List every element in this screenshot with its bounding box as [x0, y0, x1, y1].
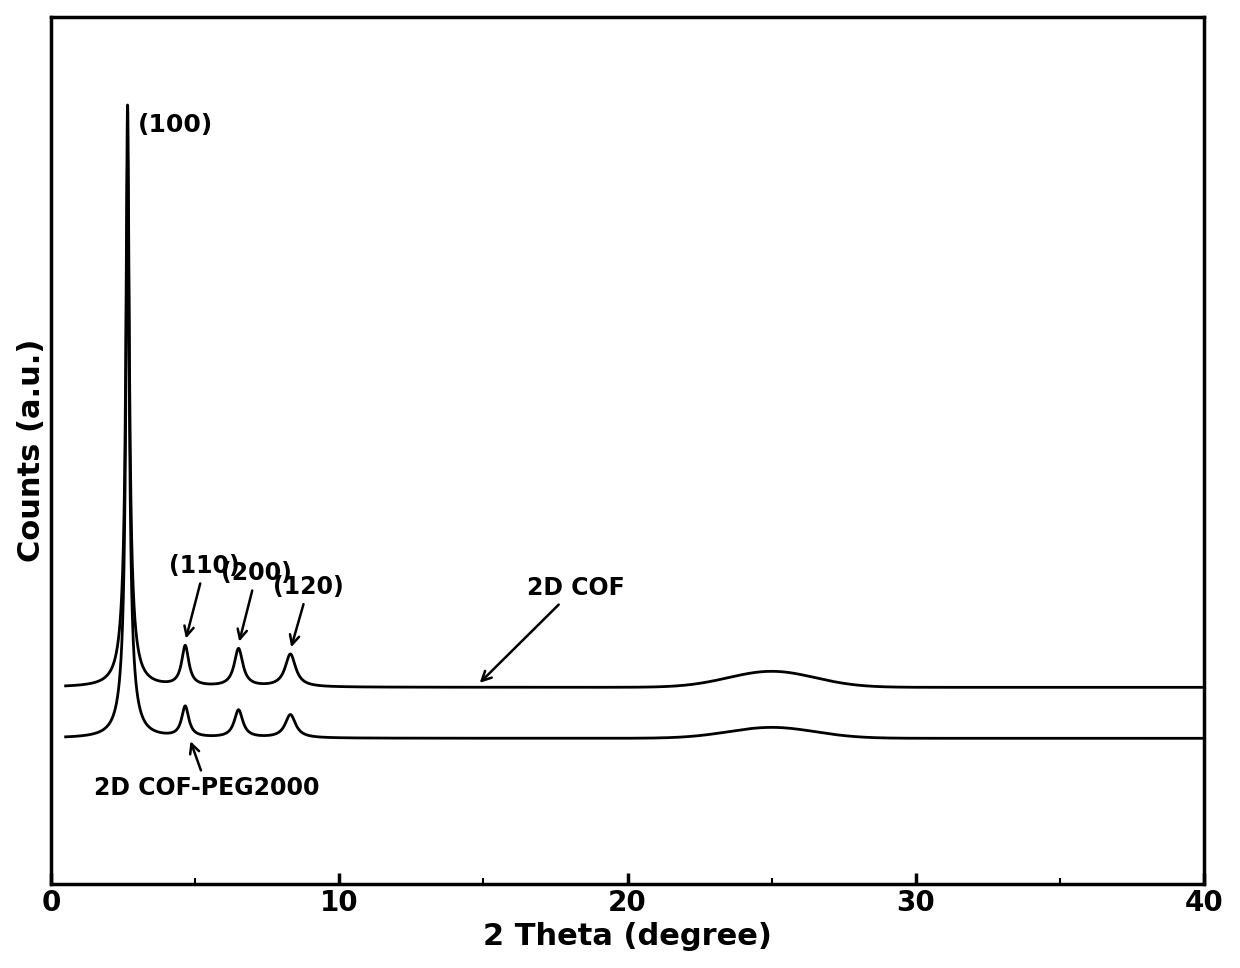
Text: (110): (110): [170, 554, 241, 636]
Text: 2D COF: 2D COF: [481, 576, 625, 681]
Text: 2D COF-PEG2000: 2D COF-PEG2000: [94, 743, 320, 800]
X-axis label: 2 Theta (degree): 2 Theta (degree): [484, 923, 773, 952]
Y-axis label: Counts (a.u.): Counts (a.u.): [16, 339, 46, 562]
Text: (120): (120): [273, 575, 343, 645]
Text: (200): (200): [221, 561, 293, 639]
Text: (100): (100): [138, 113, 213, 137]
